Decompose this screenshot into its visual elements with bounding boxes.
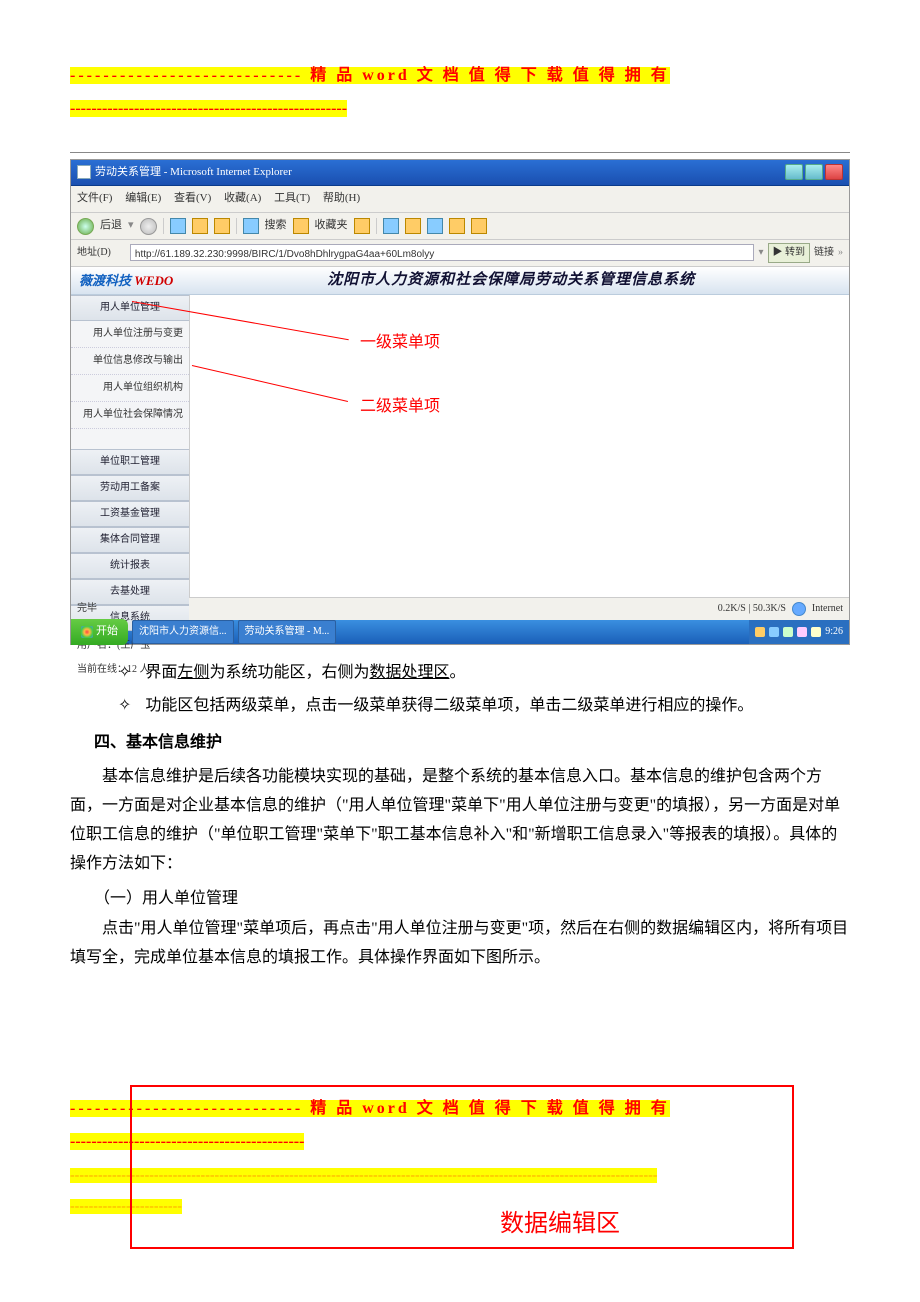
menu-l1-labor[interactable]: 劳动用工备案	[71, 475, 189, 501]
screenshot-container: 劳动关系管理 - Microsoft Internet Explorer 文件(…	[70, 159, 850, 645]
header-dashes-prefix: ----------------------------	[70, 67, 303, 84]
tray-icon[interactable]	[769, 627, 779, 637]
menu-l1-staff[interactable]: 单位职工管理	[71, 449, 189, 475]
fav-icon[interactable]	[293, 218, 309, 234]
edit-icon[interactable]	[427, 218, 443, 234]
taskbar: 开始 沈阳市人力资源信... 劳动关系管理 - M... 9:26	[71, 620, 849, 644]
window-titlebar: 劳动关系管理 - Microsoft Internet Explorer	[71, 160, 849, 187]
back-button[interactable]	[77, 218, 94, 235]
menubar: 文件(F) 编辑(E) 查看(V) 收藏(A) 工具(T) 帮助(H)	[71, 186, 849, 213]
search-label: 搜索	[265, 216, 287, 236]
bullet-1-text: 界面左侧为系统功能区，右侧为数据处理区。	[145, 659, 850, 688]
url-field[interactable]: http://61.189.32.230:9998/BIRC/1/Dvo8hDh…	[130, 244, 755, 261]
logo: 薇渡科技 WEDO	[79, 269, 173, 292]
footer-dashes-prefix: ----------------------------	[70, 1100, 303, 1117]
header-main: 精 品 word 文 档 值 得 下 载 值 得 拥 有	[303, 67, 670, 84]
menu-l2-register[interactable]: 用人单位注册与变更	[71, 321, 189, 348]
tray-icon[interactable]	[811, 627, 821, 637]
address-label: 地址(D)	[77, 244, 111, 262]
status-text: 完毕	[77, 600, 97, 618]
menu-file[interactable]: 文件(F)	[77, 192, 112, 204]
window-title: 劳动关系管理 - Microsoft Internet Explorer	[95, 163, 292, 183]
bullet-2-text: 功能区包括两级菜单，点击一级菜单获得二级菜单项，单击二级菜单进行相应的操作。	[145, 692, 850, 721]
menu-l2-modify[interactable]: 单位信息修改与输出	[71, 348, 189, 375]
discuss-icon[interactable]	[449, 218, 465, 234]
menu-view[interactable]: 查看(V)	[174, 192, 211, 204]
data-area-label: 数据编辑区	[500, 1203, 620, 1246]
footer-dashes-long: ----------------------------------------…	[70, 1168, 657, 1183]
tray-icon[interactable]	[797, 627, 807, 637]
menu-help[interactable]: 帮助(H)	[323, 192, 360, 204]
paragraph-2: 点击"用人单位管理"菜单项后，再点击"用人单位注册与变更"项，然后在右侧的数据编…	[70, 915, 850, 973]
close-button[interactable]	[825, 164, 843, 180]
app-header: 薇渡科技 WEDO 沈阳市人力资源和社会保障局劳动关系管理信息系统	[71, 267, 849, 295]
menu-tools[interactable]: 工具(T)	[274, 192, 310, 204]
menu-l2-social[interactable]: 用人单位社会保障情况	[71, 402, 189, 429]
zone-icon	[792, 602, 806, 616]
forward-button[interactable]	[140, 218, 157, 235]
msn-icon[interactable]	[471, 218, 487, 234]
bullet-2: ✧ 功能区包括两级菜单，点击一级菜单获得二级菜单项，单击二级菜单进行相应的操作。	[118, 692, 850, 721]
app-content: 薇渡科技 WEDO 沈阳市人力资源和社会保障局劳动关系管理信息系统 用人单位管理…	[71, 267, 849, 597]
stop-icon[interactable]	[170, 218, 186, 234]
status-zone: Internet	[812, 600, 843, 618]
footer-block: ---------------------------- 精 品 word 文 …	[70, 1093, 850, 1219]
callout-line-2	[192, 365, 348, 402]
menu-l1-contract[interactable]: 集体合同管理	[71, 527, 189, 553]
menu-l2-org[interactable]: 用人单位组织机构	[71, 375, 189, 402]
menu-fav[interactable]: 收藏(A)	[224, 192, 261, 204]
search-icon[interactable]	[243, 218, 259, 234]
status-coords: 0.2K/S | 50.3K/S	[718, 600, 786, 618]
footer-dashes-mid: ----------------------------------------…	[70, 1133, 304, 1150]
main-area: 一级菜单项 二级菜单项	[190, 295, 849, 597]
system-tray: 9:26	[749, 620, 849, 644]
header-dashes-line: ----------------------------------------…	[70, 100, 347, 117]
divider	[70, 152, 850, 153]
clock: 9:26	[825, 623, 843, 641]
menu-l1-stats[interactable]: 统计报表	[71, 553, 189, 579]
callout-level1: 一级菜单项	[360, 329, 440, 358]
menu-l1-wage[interactable]: 工资基金管理	[71, 501, 189, 527]
start-button[interactable]: 开始	[71, 619, 128, 645]
paragraph-1: 基本信息维护是后续各功能模块实现的基础，是整个系统的基本信息入口。基本信息的维护…	[70, 763, 850, 878]
menu-edit[interactable]: 编辑(E)	[125, 192, 161, 204]
links-label[interactable]: 链接	[814, 244, 834, 262]
system-title: 沈阳市人力资源和社会保障局劳动关系管理信息系统	[173, 267, 849, 294]
tray-icon[interactable]	[783, 627, 793, 637]
diamond-icon: ✧	[118, 659, 131, 688]
callout-level2: 二级菜单项	[360, 393, 440, 422]
mail-icon[interactable]	[383, 218, 399, 234]
sidebar: 用人单位管理 用人单位注册与变更 单位信息修改与输出 用人单位组织机构 用人单位…	[71, 295, 190, 597]
bullet-1: ✧ 界面左侧为系统功能区，右侧为数据处理区。	[118, 659, 850, 688]
section-4-title: 四、基本信息维护	[94, 729, 850, 758]
diamond-icon: ✧	[118, 692, 131, 721]
tray-icon[interactable]	[755, 627, 765, 637]
window-buttons	[785, 164, 843, 180]
app-icon	[77, 165, 91, 179]
footer-main: 精 品 word 文 档 值 得 下 载 值 得 拥 有	[303, 1100, 670, 1117]
maximize-button[interactable]	[805, 164, 823, 180]
go-button[interactable]: ▶ 转到	[768, 243, 811, 263]
toolbar: 后退 ▾ 搜索 收藏夹	[71, 213, 849, 240]
print-icon[interactable]	[405, 218, 421, 234]
task-item-2[interactable]: 劳动关系管理 - M...	[238, 620, 337, 644]
page-icon	[115, 247, 126, 258]
fav-label: 收藏夹	[315, 216, 348, 236]
document-body: ✧ 界面左侧为系统功能区，右侧为数据处理区。 ✧ 功能区包括两级菜单，点击一级菜…	[70, 659, 850, 973]
history-icon[interactable]	[354, 218, 370, 234]
back-label: 后退	[100, 216, 122, 236]
subsection-1-title: （一）用人单位管理	[94, 885, 850, 914]
footer-dashes-short: ------------------------	[70, 1199, 182, 1214]
minimize-button[interactable]	[785, 164, 803, 180]
address-bar: 地址(D) http://61.189.32.230:9998/BIRC/1/D…	[71, 240, 849, 267]
home-icon[interactable]	[214, 218, 230, 234]
header-banner: ---------------------------- 精 品 word 文 …	[70, 60, 850, 142]
task-item-1[interactable]: 沈阳市人力资源信...	[132, 620, 234, 644]
refresh-icon[interactable]	[192, 218, 208, 234]
